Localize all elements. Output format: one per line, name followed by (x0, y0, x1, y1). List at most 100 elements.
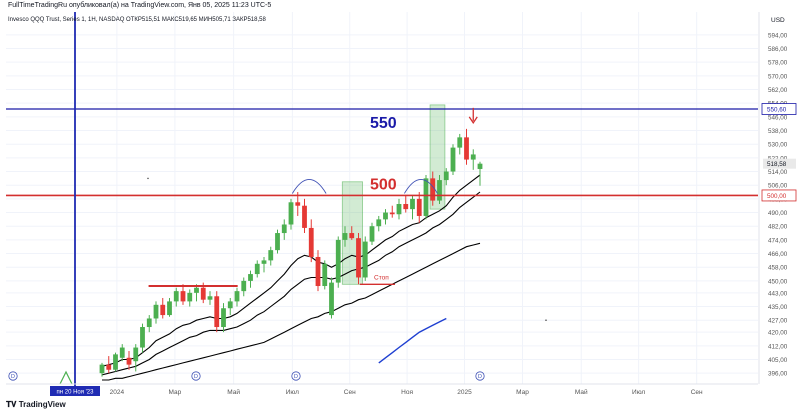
event-marker-icon: D (191, 371, 201, 381)
candle-down (180, 284, 186, 305)
candle-body (315, 256, 321, 287)
candle-body (180, 291, 186, 302)
candle-up (369, 222, 375, 246)
publisher-line: FullTimeTradingRu опубликовал(а) на Trad… (8, 2, 272, 9)
indicator-line-2 (101, 191, 481, 376)
candle-body (113, 354, 118, 370)
candle-body (477, 163, 483, 169)
time-tick-label: 2024 (110, 389, 125, 396)
candle-up (153, 301, 159, 324)
time-tick-label: Мар (516, 389, 529, 396)
time-tick-label: Сен (691, 389, 703, 396)
tv-logo-icon: 𝐓𝐕 (6, 400, 19, 409)
candle-body (288, 202, 294, 225)
candle-down (389, 205, 395, 218)
indicator-lines (101, 174, 481, 381)
candle-down (430, 171, 436, 206)
candle-up (342, 226, 348, 247)
price-tick-label: 578,00 (768, 60, 788, 67)
time-tick-label: Май (227, 388, 240, 396)
candle-up (146, 315, 152, 333)
axes: USD 396,00 405,00 412,00 420,00 427,00 435,00 4… (6, 12, 797, 396)
chart-grid (6, 12, 758, 384)
double-top-arc-2 (404, 179, 438, 194)
candle-body (153, 304, 159, 319)
candle-body (329, 282, 334, 316)
candle-up (329, 277, 334, 319)
candle-down (403, 195, 409, 213)
tradingview-logo: 𝐓𝐕 TradingView (6, 400, 66, 410)
price-tick-label: 458,00 (768, 265, 788, 272)
candle-body (275, 233, 280, 251)
candle-up (410, 195, 415, 220)
candle-body (194, 287, 199, 293)
candle-body (470, 154, 476, 160)
price-tag-500-text: 500,00 (767, 193, 787, 200)
time-tick-label: Мар (169, 389, 182, 396)
candle-body (349, 233, 355, 239)
candle-body (403, 204, 409, 210)
candle-body (322, 263, 328, 287)
candle-up (335, 236, 341, 288)
candle-up (268, 246, 274, 266)
candle-up (119, 344, 125, 362)
crosshair-time-text: пн 20 Ноя '23 (57, 390, 95, 396)
candle-body (214, 296, 220, 328)
price-tick-label: 412,00 (768, 343, 788, 350)
event-marker-circle (475, 371, 485, 381)
candle-body (187, 292, 193, 302)
candle-body (227, 301, 233, 309)
candle-body (430, 178, 436, 201)
candle-up (281, 219, 287, 240)
candle-up (322, 260, 328, 290)
candle-up (423, 174, 429, 220)
candle-body (450, 147, 456, 172)
price-tick-label: 562,00 (768, 87, 788, 94)
candle-up (254, 260, 260, 278)
candle-up (437, 174, 442, 204)
candle-body (389, 212, 395, 215)
candle-up (275, 229, 280, 254)
candle-body (126, 357, 132, 365)
price-tick-label: 482,00 (768, 224, 788, 231)
price-tick-label: 420,00 (768, 330, 788, 337)
time-tick-label: 2025 (457, 389, 472, 396)
price-tick-label: 506,00 (768, 183, 788, 190)
candle-up (477, 161, 483, 186)
up-arrow-icon (59, 370, 73, 385)
candle-up (173, 287, 179, 307)
level-label-500: 500 (370, 176, 397, 193)
candle-up (207, 291, 213, 305)
candle-body (464, 137, 469, 160)
crosshair-time-label: пн 20 Ноя '23 (50, 386, 100, 396)
price-tick-label: 530,00 (768, 142, 788, 149)
price-tick-label: 538,00 (768, 128, 788, 135)
candle-body (200, 287, 206, 300)
candle-body (146, 318, 152, 328)
price-tick-label: 450,00 (768, 278, 788, 285)
candle-up (288, 198, 294, 230)
candle-up (133, 344, 139, 372)
price-tick-label: 427,00 (768, 318, 788, 325)
price-tag-500-bg (763, 190, 796, 201)
candle-up (362, 236, 368, 281)
candle-up (194, 284, 199, 302)
double-top-arc-1 (291, 179, 327, 194)
candle-body (423, 178, 429, 216)
crosshair-time-bg (50, 386, 100, 396)
candle-body (356, 238, 361, 278)
candle-up (241, 277, 247, 297)
event-marker-icon: D (291, 371, 301, 381)
price-tag-550-border (761, 103, 797, 115)
indicator-line-4 (378, 317, 447, 364)
candle-body (119, 347, 125, 358)
candle-up (261, 256, 267, 273)
time-tick-label: Июл (632, 389, 645, 396)
price-tick-label: 466,00 (768, 251, 788, 258)
candle-down (308, 219, 314, 263)
candle-up (457, 133, 463, 155)
candle-body (416, 198, 422, 216)
candle-up (234, 287, 240, 307)
candle-body (207, 296, 213, 300)
